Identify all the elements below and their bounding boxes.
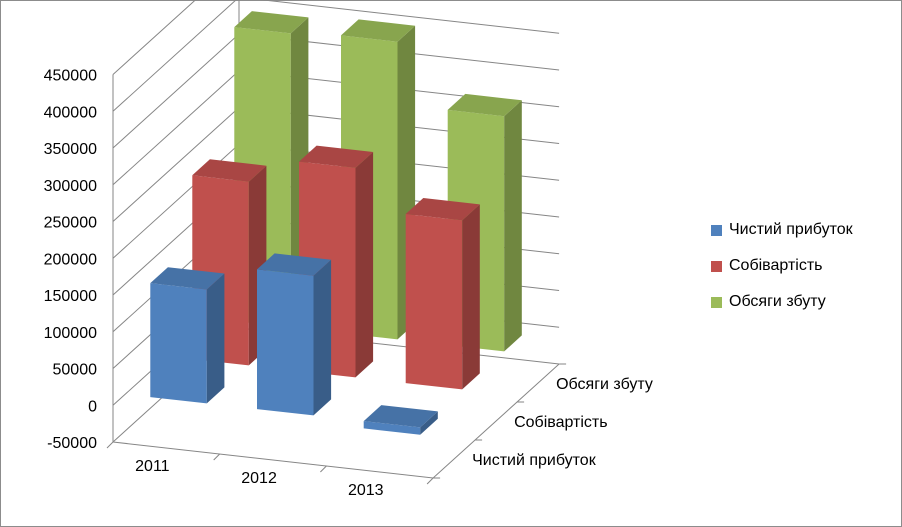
- bar-front-face: [257, 269, 314, 416]
- bar-top-face: [341, 19, 416, 42]
- legend-item-net-profit: Чистий прибуток: [711, 212, 896, 248]
- bar-side-face: [355, 152, 374, 378]
- legend-label-sales-volume: Обсяги збуту: [729, 293, 826, 310]
- bar-top-face: [299, 145, 374, 168]
- bar-Чистий прибуток-2011: [150, 267, 225, 404]
- category-label: 2011: [135, 458, 170, 475]
- category-tick-mark: [213, 453, 221, 461]
- legend-label-cost: Собівартість: [729, 257, 823, 274]
- y-tick-label: 350000: [44, 141, 97, 158]
- y-tick-label: 50000: [53, 362, 98, 379]
- y-tick-label: 150000: [44, 288, 97, 305]
- y-tick-label: 100000: [44, 325, 97, 342]
- y-tick-label: 300000: [44, 178, 97, 195]
- bar-front-face: [363, 421, 421, 435]
- y-tick-label: 0: [88, 398, 97, 415]
- bar-front-face: [405, 214, 463, 390]
- bar-side-face: [462, 204, 480, 390]
- category-tick-mark: [320, 465, 327, 473]
- category-tick-mark: [426, 477, 434, 485]
- bar-Чистий прибуток-2013: [363, 405, 438, 435]
- category-label: 2012: [241, 470, 277, 487]
- bar-top-face: [192, 159, 267, 182]
- y-tick-label: -50000: [47, 435, 97, 452]
- chart-legend: Чистий прибуток Собівартість Обсяги збут…: [711, 212, 896, 320]
- bar-top-face: [447, 93, 522, 117]
- legend-label-net-profit: Чистий прибуток: [729, 221, 853, 238]
- legend-item-cost: Собівартість: [711, 248, 896, 284]
- bar-top-face: [234, 11, 309, 34]
- bar-side-face: [420, 411, 438, 435]
- category-label: 2013: [348, 482, 384, 499]
- bar-front-face: [150, 283, 207, 404]
- series-axis-label: Чистий прибуток: [472, 452, 597, 469]
- bar-side-face: [206, 273, 225, 404]
- bar-top-face: [363, 405, 438, 428]
- category-tick-mark: [106, 441, 114, 449]
- y-tick-label: 450000: [44, 68, 97, 85]
- bar-top-face: [257, 253, 332, 276]
- legend-swatch-net-profit: [711, 224, 722, 236]
- series-axis-label: Обсяги збуту: [556, 376, 653, 393]
- gridline: [112, 0, 197, 75]
- y-tick-label: 250000: [44, 215, 97, 232]
- legend-swatch-sales-volume: [711, 296, 722, 308]
- gridline: [112, 0, 560, 112]
- bar-Собівартість-2011: [192, 159, 267, 366]
- series-axis-label: Собівартість: [514, 414, 607, 431]
- bar-top-face: [150, 267, 225, 290]
- bar-side-face: [504, 100, 522, 352]
- bar-Чистий прибуток-2012: [257, 253, 332, 416]
- bar-side-face: [313, 259, 332, 416]
- y-tick-label: 400000: [44, 104, 97, 121]
- bar-top-face: [405, 198, 480, 221]
- y-tick-label: 200000: [44, 251, 97, 268]
- bar-Собівартість-2013: [405, 198, 480, 390]
- legend-item-sales-volume: Обсяги збуту: [711, 284, 896, 320]
- legend-swatch-cost: [711, 260, 722, 272]
